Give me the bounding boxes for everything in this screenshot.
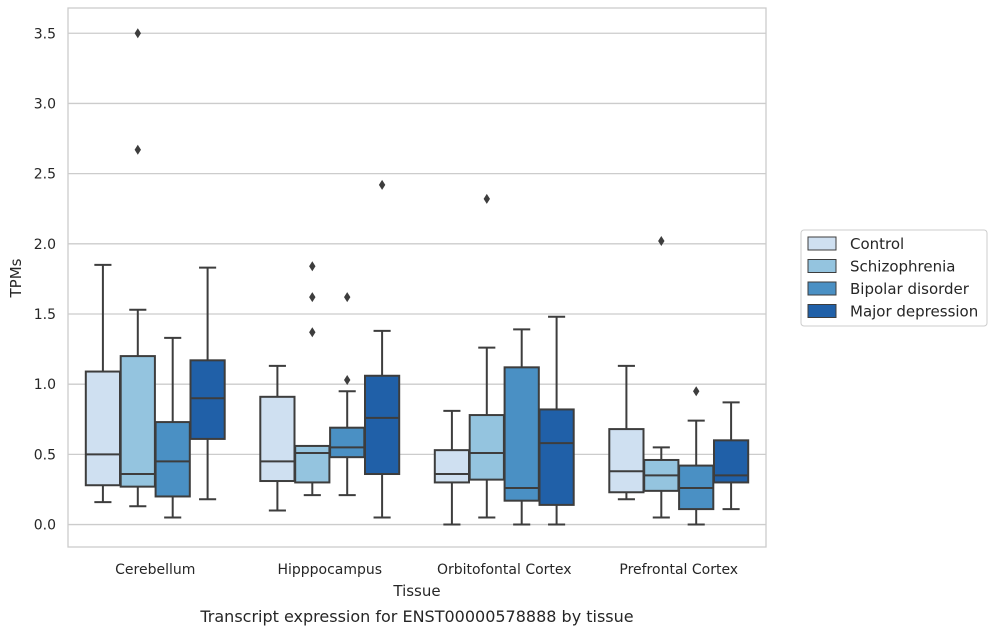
y-tick-label: 0.5: [34, 447, 56, 463]
y-tick-label: 1.0: [34, 377, 56, 393]
box-group: [712, 401, 750, 511]
box-iqr: [433, 449, 471, 484]
legend-item: Schizophrenia: [807, 258, 955, 276]
outlier-point: [134, 28, 141, 39]
box-group: [363, 179, 401, 519]
outlier-point: [309, 261, 316, 272]
box-iqr: [363, 374, 401, 476]
legend-swatch: [807, 236, 837, 251]
box-group: [119, 28, 156, 508]
x-tick-label: Hipppocampus: [277, 562, 382, 578]
chart-caption: Transcript expression for ENST0000057888…: [199, 607, 633, 626]
legend-item: Bipolar disorder: [807, 280, 970, 298]
outlier-point: [483, 193, 490, 204]
x-axis-title: Tissue: [392, 582, 440, 600]
legend-label: Control: [850, 235, 904, 253]
box-group: [259, 364, 296, 512]
legend-item: Major depression: [807, 303, 978, 321]
y-tick-label: 3.5: [34, 26, 56, 42]
legend-label: Bipolar disorder: [850, 280, 970, 298]
outlier-point: [658, 236, 665, 247]
box-iqr: [503, 366, 540, 502]
y-axis-title: TPMs: [7, 258, 25, 298]
legend-swatch: [807, 281, 837, 296]
box-group: [84, 263, 122, 504]
outlier-point: [344, 292, 351, 303]
box-iqr: [608, 428, 645, 494]
box-iqr: [329, 426, 366, 459]
legend-item: Control: [807, 235, 904, 253]
box-iqr: [468, 414, 505, 481]
outlier-point: [344, 374, 351, 385]
legend-label: Major depression: [850, 303, 978, 321]
x-tick-label: Orbitofontal Cortex: [437, 562, 572, 578]
legend-frame: [800, 229, 988, 327]
box-group: [294, 261, 331, 497]
box-group: [468, 193, 505, 519]
outlier-point: [134, 144, 141, 155]
box-iqr: [154, 421, 191, 498]
y-tick-label: 2.0: [34, 237, 56, 253]
legend: Control Schizophrenia Bipolar disorder Majo…: [800, 229, 988, 327]
outlier-point: [309, 292, 316, 303]
y-axis-ticks: 0.0 0.5 1.0 1.5 2.0 2.5 3.0 3.5: [34, 26, 56, 533]
box-group: [329, 292, 366, 497]
legend-swatch: [807, 259, 837, 273]
box-group: [608, 364, 645, 501]
outlier-point: [693, 386, 700, 397]
box-group: [154, 336, 191, 519]
x-axis-ticks: Cerebellum Hipppocampus Orbitofontal Corte…: [115, 562, 738, 578]
boxes: [84, 28, 750, 526]
outlier-point: [378, 179, 386, 190]
legend-label: Schizophrenia: [850, 258, 955, 276]
y-tick-label: 0.0: [34, 518, 56, 534]
box-group: [433, 409, 471, 526]
plot-area-frame: [67, 7, 767, 548]
legend-swatch: [807, 304, 837, 318]
box-iqr: [259, 395, 296, 483]
box-group: [189, 266, 226, 501]
box-iqr: [189, 359, 226, 440]
y-tick-label: 1.5: [34, 307, 56, 323]
outlier-point: [309, 327, 316, 338]
box-group: [678, 386, 715, 526]
box-group: [538, 315, 575, 526]
box-group: [643, 236, 680, 519]
y-tick-label: 2.5: [34, 167, 56, 183]
box-group: [503, 328, 540, 526]
box-iqr: [84, 370, 122, 487]
box-iqr: [294, 444, 331, 484]
y-tick-label: 3.0: [34, 96, 56, 112]
box-iqr: [538, 408, 575, 506]
x-tick-label: Prefrontal Cortex: [619, 562, 738, 578]
x-tick-label: Cerebellum: [115, 562, 195, 578]
box-iqr: [119, 355, 156, 488]
